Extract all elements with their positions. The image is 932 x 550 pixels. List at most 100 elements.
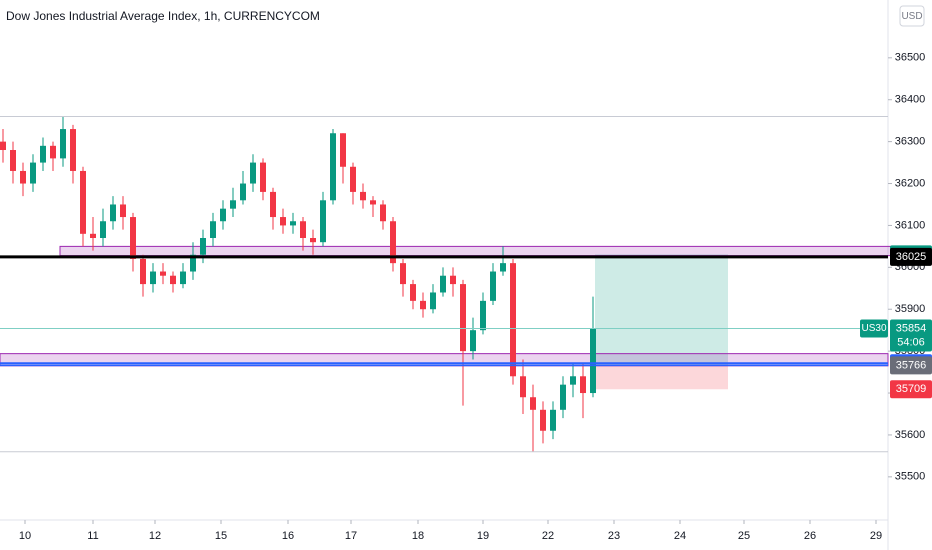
candle-body <box>350 166 356 192</box>
candle-body <box>90 233 96 239</box>
candle-body <box>230 200 236 209</box>
candle-body <box>440 275 446 293</box>
price-label: 36025 <box>896 251 927 263</box>
x-tick-label: 16 <box>282 530 294 542</box>
chart-title: Dow Jones Industrial Average Index, 1h, … <box>6 9 320 23</box>
candle-body <box>50 145 56 159</box>
candle-body <box>60 129 66 159</box>
candle-body <box>320 200 326 243</box>
candle-body <box>270 191 276 218</box>
currency-button[interactable] <box>899 5 925 27</box>
zone <box>59 245 893 257</box>
candle-body <box>40 145 46 163</box>
symbol-label: US30 <box>861 323 886 334</box>
candle-body <box>300 221 306 239</box>
candle-body <box>290 221 296 226</box>
x-tick-label: 19 <box>477 530 489 542</box>
y-tick-label: 36400 <box>895 94 926 106</box>
candle-body <box>420 300 426 310</box>
candle-body <box>490 271 496 301</box>
candle-body <box>500 263 506 272</box>
candle-body <box>80 170 86 234</box>
candle-body <box>520 376 526 398</box>
x-tick-label: 24 <box>674 530 686 542</box>
candle-body <box>160 271 166 276</box>
candle-body <box>470 330 476 352</box>
candle-body <box>0 141 6 151</box>
price-label-bg <box>890 247 932 266</box>
price-label: 35766 <box>896 359 927 371</box>
candle-body <box>550 409 556 431</box>
candle-body <box>430 292 436 310</box>
candle-body <box>200 238 206 255</box>
candle-body <box>360 191 366 201</box>
candle-body <box>10 150 16 171</box>
candle-body <box>180 271 186 285</box>
price-label-bg <box>890 356 932 375</box>
stop-loss-zone <box>595 365 728 390</box>
candle-body <box>450 275 456 285</box>
x-tick-label: 15 <box>215 530 227 542</box>
y-tick-label: 36100 <box>895 219 926 231</box>
x-tick-label: 25 <box>738 530 750 542</box>
candle-body <box>330 133 336 201</box>
price-label: 35709 <box>896 383 927 395</box>
candle-body <box>150 271 156 285</box>
x-tick-label: 11 <box>87 530 98 542</box>
y-tick-label: 35900 <box>895 303 926 315</box>
candle-body <box>380 204 386 222</box>
price-label-bg <box>890 319 932 352</box>
candle-body <box>560 384 566 410</box>
candle-body <box>20 170 26 184</box>
x-tick-label: 12 <box>149 530 161 542</box>
candle-body <box>540 409 546 431</box>
candle-body <box>30 162 36 184</box>
symbol-label-bg <box>860 319 888 338</box>
candle-body <box>170 275 176 285</box>
candle-body <box>110 204 116 222</box>
candle-body <box>240 183 246 201</box>
candle-body <box>570 376 576 385</box>
x-tick-label: 10 <box>19 530 31 542</box>
price-label-bg <box>890 380 932 399</box>
currency-label[interactable]: USD <box>901 11 922 22</box>
candle-body <box>340 133 346 167</box>
price-label: 35854 <box>896 322 927 334</box>
y-tick-label: 35500 <box>895 471 926 483</box>
x-tick-label: 29 <box>870 530 882 542</box>
candle-body <box>70 129 76 171</box>
candle-body <box>210 221 216 239</box>
candle-body <box>260 162 266 192</box>
candle-body <box>370 200 376 205</box>
candle-body <box>280 217 286 226</box>
candle-body <box>120 204 126 218</box>
candle-body <box>250 162 256 184</box>
candle-body <box>220 208 226 222</box>
candle-body <box>530 397 536 410</box>
x-tick-label: 22 <box>542 530 554 542</box>
x-tick-label: 18 <box>412 530 424 542</box>
countdown-label: 54:06 <box>897 336 925 348</box>
candle-body <box>580 376 586 394</box>
y-tick-label: 36500 <box>895 52 926 64</box>
candle-body <box>190 254 196 272</box>
candle-body <box>130 217 136 259</box>
y-tick-label: 36200 <box>895 177 926 189</box>
candle-body <box>390 221 396 264</box>
take-profit-zone <box>595 254 728 366</box>
y-tick-label: 36300 <box>895 136 926 148</box>
candle-body <box>590 328 596 394</box>
x-tick-label: 17 <box>345 530 357 542</box>
x-tick-label: 23 <box>608 530 620 542</box>
candle-body <box>410 284 416 301</box>
candle-body <box>400 263 406 285</box>
candle-body <box>480 300 486 331</box>
y-tick-label: 35600 <box>895 429 926 441</box>
x-tick-label: 26 <box>804 530 816 542</box>
candle-body <box>100 221 106 239</box>
candle-body <box>140 258 146 285</box>
candle-body <box>460 284 466 352</box>
candle-body <box>310 238 316 243</box>
